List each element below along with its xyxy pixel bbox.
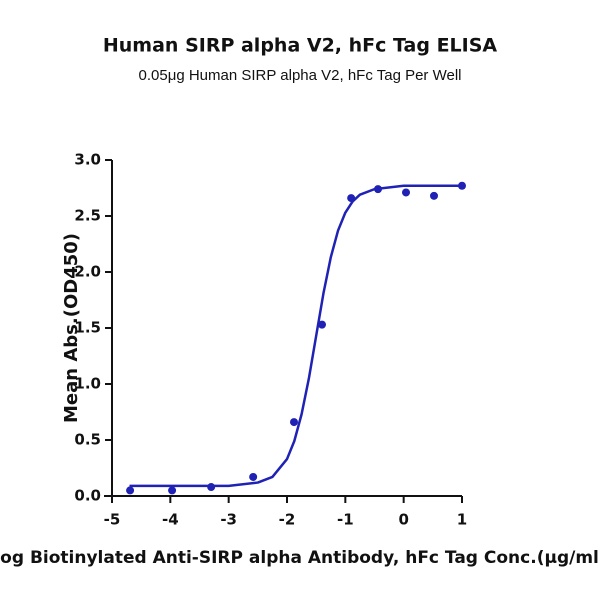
x-tick-label: -2 xyxy=(279,511,296,529)
x-tick-label: -5 xyxy=(104,511,121,529)
data-point xyxy=(402,188,410,197)
chart-title: Human SIRP alpha V2, hFc Tag ELISA xyxy=(103,35,498,57)
x-axis-label: Log Biotinylated Anti-SIRP alpha Antibod… xyxy=(0,548,600,568)
x-tick-label: 1 xyxy=(457,511,467,529)
x-tick-label: -3 xyxy=(220,511,237,529)
data-point xyxy=(318,320,326,329)
chart-subtitle: 0.05μg Human SIRP alpha V2, hFc Tag Per … xyxy=(139,67,462,84)
y-tick-label: 1.0 xyxy=(74,375,101,393)
x-tick-label: -1 xyxy=(337,511,354,529)
y-tick-label: 2.5 xyxy=(74,207,101,225)
fit-curve xyxy=(129,184,462,488)
data-point xyxy=(168,486,177,495)
y-axis-label: Mean Abs.(OD450) xyxy=(61,233,82,423)
y-tick-label: 2.0 xyxy=(74,263,101,281)
data-point xyxy=(249,472,258,481)
y-tick-label: 0.5 xyxy=(74,431,101,449)
y-tick-label: 0.0 xyxy=(74,487,101,505)
y-tick-label: 1.5 xyxy=(74,319,101,337)
x-tick-label: -4 xyxy=(162,511,179,529)
x-tick-label: 0 xyxy=(398,511,408,529)
data-point xyxy=(430,191,438,200)
data-point xyxy=(126,486,135,495)
y-tick-label: 3.0 xyxy=(74,151,101,169)
data-point xyxy=(290,418,298,427)
